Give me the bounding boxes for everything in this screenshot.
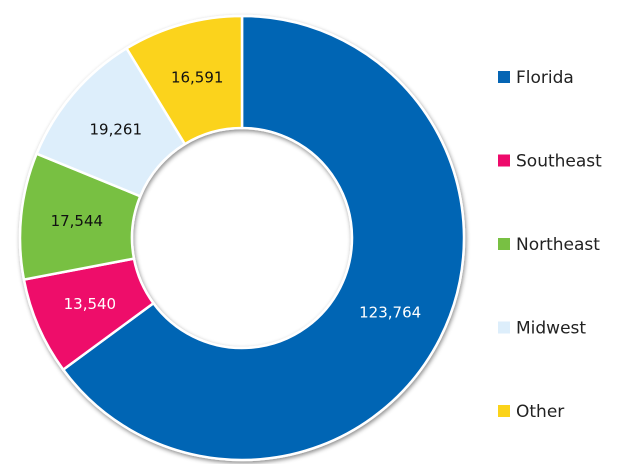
legend-swatch <box>498 238 510 250</box>
legend-text: Northeast <box>516 235 600 255</box>
legend-text: Southeast <box>516 152 602 172</box>
donut-slice <box>124 14 244 146</box>
legend-swatch <box>498 405 510 417</box>
legend-text: Florida <box>516 68 574 88</box>
legend-swatch <box>498 154 510 167</box>
value-label: 16,591 <box>171 69 224 87</box>
donut <box>18 14 466 462</box>
value-label: 123,764 <box>359 303 421 321</box>
value-label: 19,261 <box>90 121 143 139</box>
legend-swatch <box>498 71 510 83</box>
legend-text: Midwest <box>516 319 586 339</box>
legend-swatch <box>498 321 510 334</box>
value-label: 17,544 <box>51 212 104 230</box>
legend-text: Other <box>516 402 564 422</box>
donut-slice <box>61 14 466 462</box>
value-label: 13,540 <box>64 295 117 313</box>
